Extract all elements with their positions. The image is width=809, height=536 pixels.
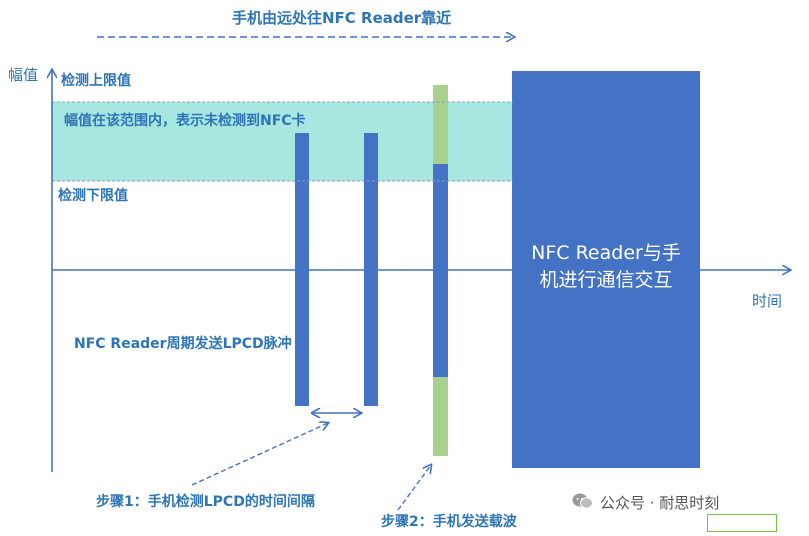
carrier-bar-top bbox=[433, 85, 448, 164]
x-axis-label: 时间 bbox=[752, 292, 783, 310]
band-label: 幅值在该范围内，表示未检测到NFC卡 bbox=[64, 113, 306, 129]
step1-arrow bbox=[191, 423, 328, 486]
communication-box-label: NFC Reader与手机进行通信交互 bbox=[531, 242, 681, 291]
step2-arrow bbox=[397, 465, 431, 511]
approach-label: 手机由远处往NFC Reader靠近 bbox=[232, 9, 452, 27]
pulse-label: NFC Reader周期发送LPCD脉冲 bbox=[74, 336, 292, 352]
step1-label: 步骤1：手机检测LPCD的时间间隔 bbox=[96, 494, 315, 510]
watermark-text: 公众号 · 耐思时刻 bbox=[600, 494, 720, 512]
watermark-box bbox=[707, 514, 777, 532]
upper-limit-label: 检测上限值 bbox=[61, 73, 131, 89]
wechat-icon bbox=[572, 492, 594, 510]
step2-label: 步骤2：手机发送载波 bbox=[381, 514, 517, 530]
carrier-bar-bottom bbox=[433, 377, 448, 456]
y-axis-label: 幅值 bbox=[8, 66, 39, 84]
lower-limit-label: 检测下限值 bbox=[58, 188, 128, 204]
